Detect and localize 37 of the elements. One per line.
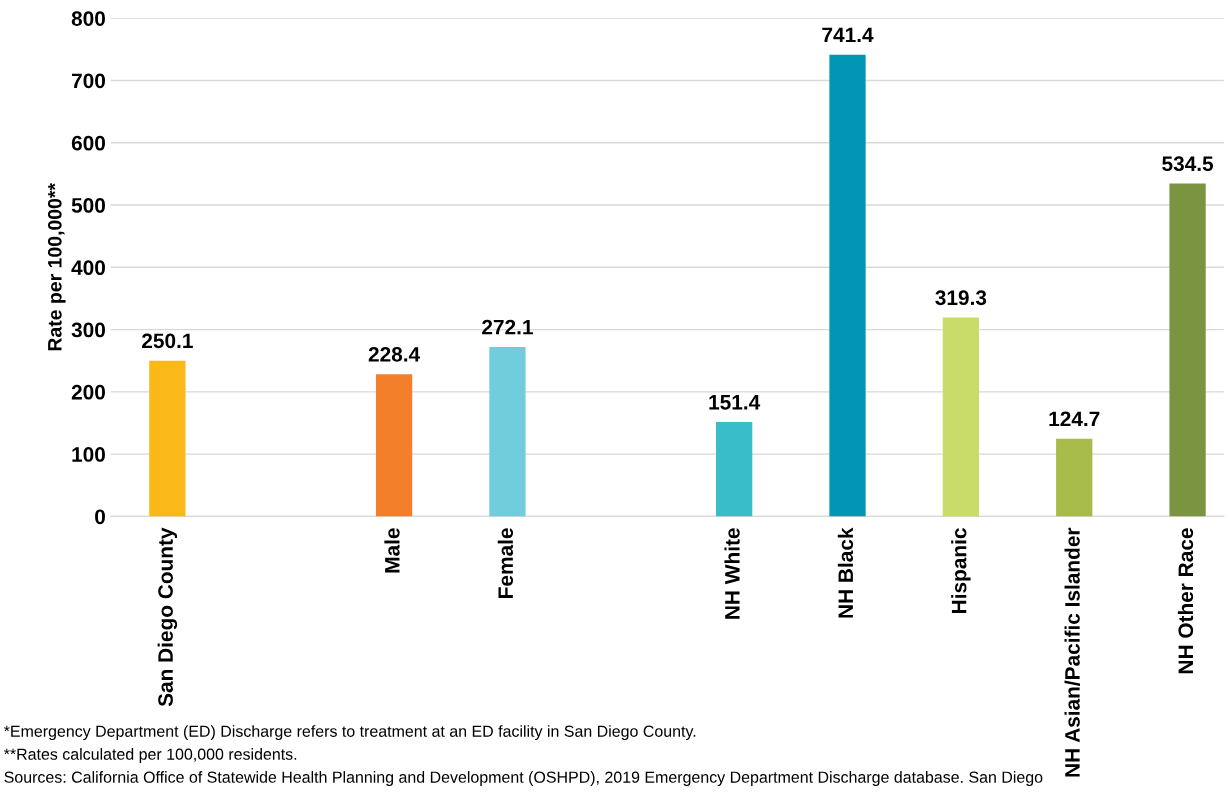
x-tick-label: Hispanic (951, 528, 971, 613)
bar (149, 360, 186, 517)
data-label: 741.4 (822, 27, 874, 43)
y-axis-title: Rate per 100,000** (47, 183, 66, 351)
bar (1169, 183, 1206, 517)
bar (716, 422, 753, 517)
data-label: 151.4 (709, 395, 761, 410)
data-label: 124.7 (1049, 411, 1100, 427)
y-tick-label: 700 (71, 73, 105, 89)
x-tick-label: Male (384, 528, 400, 573)
text: **Rates calculated per 100,000 residents. (3, 748, 297, 764)
bar (829, 54, 866, 517)
x-tick-label: Female (497, 528, 514, 598)
x-tick-label: NH White (724, 528, 740, 619)
y-tick-label: 600 (71, 135, 105, 151)
bar (942, 317, 979, 517)
data-label: 534.5 (1162, 156, 1214, 172)
bar (489, 346, 526, 517)
y-tick-label: 400 (71, 260, 105, 276)
x-tick-label: San Diego County (157, 527, 178, 707)
y-tick-label: 300 (71, 322, 105, 338)
y-tick-label: 200 (71, 384, 105, 400)
bar (1056, 438, 1093, 517)
y-tick-label: 500 (71, 198, 105, 213)
data-label: 228.4 (368, 346, 421, 362)
text: *Emergency Department (ED) Discharge refers to treatment at an ED facility in San Diego County. (3, 725, 696, 741)
source-note: Sources: California Office of Statewide Health Planning and Development (OSHPD), 2019 Emergency Department Discharge database. San Diego (4, 771, 1043, 786)
y-tick-label: 0 (95, 509, 105, 525)
data-label: 319.3 (935, 290, 987, 306)
y-tick-label: 100 (72, 447, 105, 462)
data-label: 250.1 (142, 333, 193, 349)
y-tick-label: 800 (71, 11, 105, 26)
bar (375, 374, 413, 517)
data-label: 272.1 (482, 319, 533, 335)
x-tick-label: NH Other Race (1177, 528, 1194, 674)
x-tick-label: NH Asian/Pacific Islander (1064, 527, 1081, 777)
x-tick-label: NH Black (837, 527, 854, 618)
